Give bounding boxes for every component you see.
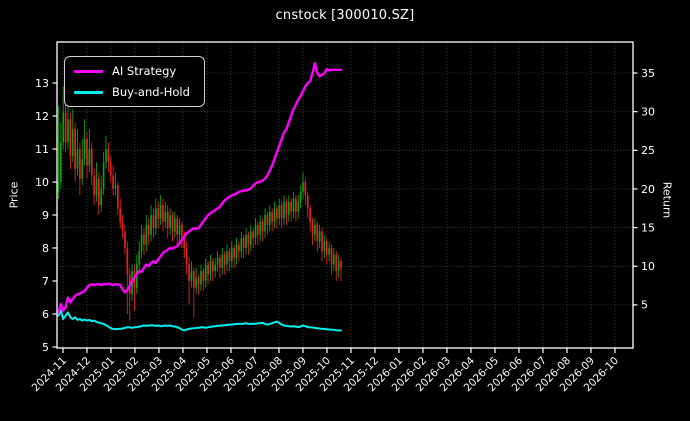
- y-tick-label: 10: [641, 260, 655, 273]
- ai-strategy-line-swatch: [74, 69, 103, 73]
- y-tick-label: 5: [42, 341, 49, 354]
- y-tick-label: 10: [35, 176, 49, 189]
- y-tick-label: 25: [641, 144, 655, 157]
- y-tick-label: 12: [35, 110, 49, 123]
- legend-item-buy-and-hold: Buy-and-Hold: [74, 85, 190, 99]
- buy-and-hold-line: [57, 309, 342, 332]
- y-tick-label: 6: [42, 308, 49, 321]
- y-tick-label: 13: [35, 77, 49, 90]
- legend-label: AI Strategy: [112, 64, 177, 78]
- y-tick-label: 35: [641, 67, 655, 80]
- y-tick-label: 5: [641, 299, 648, 312]
- legend-item-ai-strategy: AI Strategy: [74, 64, 190, 78]
- y-tick-label: 8: [42, 242, 49, 255]
- buy-and-hold-line-swatch: [74, 90, 103, 94]
- y-tick-label: 9: [42, 209, 49, 222]
- x-axis: 2024-112024-122025-012025-022025-032025-…: [30, 348, 621, 394]
- plot-border: [56, 41, 634, 349]
- legend: AI Strategy Buy-and-Hold: [64, 56, 205, 107]
- ai-strategy-line: [57, 62, 343, 314]
- y-tick-label: 15: [641, 221, 655, 234]
- y-axis-left: 5 6 7 8 9 10 11 12 13: [35, 77, 57, 354]
- y-tick-label: 20: [641, 183, 655, 196]
- y-tick-label: 7: [42, 275, 49, 288]
- y-tick-label: 11: [35, 143, 49, 156]
- y-tick-label: 30: [641, 106, 655, 119]
- grid: [57, 42, 633, 348]
- legend-label: Buy-and-Hold: [112, 85, 190, 99]
- y-axis-right: 5 10 15 20 25 30 35: [633, 67, 655, 312]
- chart-title: cnstock [300010.SZ]: [275, 8, 415, 23]
- candles: [57, 86, 342, 321]
